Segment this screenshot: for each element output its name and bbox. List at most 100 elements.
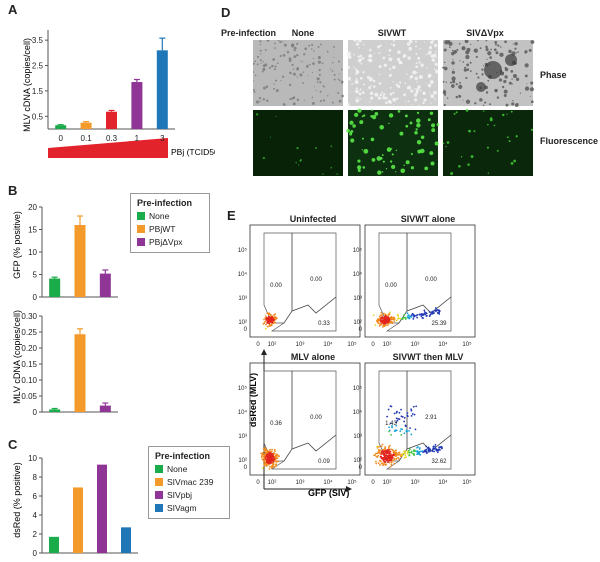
fluor-image-sivdvpx — [443, 110, 533, 176]
flow-y-tick-label: 10³ — [238, 434, 247, 440]
micrograph-speck — [315, 147, 317, 149]
micrograph-speck — [455, 111, 458, 114]
micrograph-speck — [389, 160, 393, 163]
micrograph-speck — [382, 96, 386, 100]
micrograph-speck — [391, 153, 394, 156]
micrograph-speck — [452, 80, 456, 84]
flow-event-dot — [413, 450, 415, 453]
micrograph-speck — [275, 116, 277, 118]
arrowhead-icon — [346, 486, 352, 492]
micrograph-speck — [413, 93, 418, 97]
micrograph-speck — [274, 65, 277, 68]
flow-event-dot — [429, 450, 432, 452]
flow-event-dot — [272, 462, 274, 465]
micrograph-speck — [274, 47, 276, 49]
micrograph-speck — [292, 102, 296, 106]
flow-event-dot — [437, 309, 439, 311]
micrograph-speck — [493, 124, 496, 127]
gate-upper-right — [291, 370, 337, 452]
micrograph-speck — [445, 81, 447, 83]
micrograph-speck — [512, 74, 517, 79]
flow-event-dot — [265, 315, 267, 318]
flow-y-tick-label: 10² — [238, 320, 247, 326]
gate-value-lower-right: 32.62 — [431, 459, 447, 465]
micrograph-speck — [433, 68, 436, 70]
flow-event-dot — [401, 453, 404, 455]
micrograph-speck — [350, 130, 354, 133]
micrograph-speck — [279, 54, 282, 58]
legend-item-sivmac: SIVmac 239 — [155, 477, 223, 487]
micrograph-speck — [392, 40, 395, 42]
gate-upper-right — [291, 232, 337, 314]
micrograph-speck — [470, 155, 474, 158]
micrograph-speck — [272, 58, 276, 61]
micrograph-speck — [404, 82, 407, 85]
panel-b-bottom-y-tick-label: 0.10 — [21, 376, 37, 385]
micrograph-speck — [412, 70, 417, 75]
micrograph-speck — [407, 56, 411, 60]
flow-event-dot — [386, 415, 389, 418]
micrograph-speck — [434, 98, 436, 100]
gate-upper-left — [263, 232, 293, 324]
flow-event-dot — [410, 433, 413, 436]
micrograph-speck — [381, 171, 384, 173]
micrograph-speck — [346, 128, 350, 133]
micrograph-speck — [479, 98, 483, 102]
micrograph-speck — [357, 165, 362, 170]
micrograph-speck — [355, 73, 357, 76]
micrograph-speck — [485, 91, 489, 94]
micrograph-speck — [350, 138, 355, 143]
flow-event-dot — [380, 462, 383, 465]
micrograph-speck — [262, 98, 266, 101]
flow-event-dot — [428, 447, 430, 450]
flow-event-dot — [438, 310, 441, 313]
flow-x-tick-label: 10² — [383, 342, 392, 348]
panel-b-bottom-y-tick-label: 0.20 — [21, 344, 37, 353]
gate-value-lower-right: 0.33 — [318, 321, 330, 327]
micrograph-speck — [354, 112, 359, 118]
flow-event-dot — [387, 450, 390, 453]
micrograph-speck — [291, 96, 295, 100]
micrograph-speck — [414, 76, 418, 81]
panel-b-top-bar — [74, 225, 86, 297]
flow-event-dot — [425, 445, 428, 448]
flow-event-dot — [379, 323, 381, 325]
micrograph-speck — [282, 75, 285, 78]
flow-event-dot — [413, 452, 415, 455]
micrograph-speck — [395, 149, 398, 152]
flow-event-dot — [395, 421, 398, 424]
flow-event-dot — [408, 451, 411, 454]
gate-upper-right — [406, 232, 452, 314]
legend-swatch-purple — [155, 491, 163, 499]
panel-c-y-tick-label: 6 — [33, 492, 38, 501]
micrograph-speck — [389, 86, 392, 89]
flow-event-dot — [383, 451, 385, 453]
flow-x-tick-label: 10⁴ — [323, 479, 333, 486]
micrograph-speck — [259, 100, 261, 102]
micrograph-speck — [286, 50, 290, 54]
micrograph-speck — [475, 55, 478, 59]
gate-value-upper-left: 1.43 — [385, 421, 397, 427]
micrograph-speck — [289, 97, 292, 101]
flow-event-dot — [275, 465, 278, 467]
micrograph-speck — [443, 48, 447, 52]
micrograph-speck — [393, 104, 395, 106]
micrograph-speck — [371, 158, 376, 162]
micrograph-speck — [427, 51, 432, 55]
micrograph-speck — [446, 97, 449, 99]
flow-event-dot — [382, 324, 385, 327]
flow-event-dot — [375, 462, 378, 465]
flow-event-dot — [389, 317, 392, 319]
micrograph-speck — [385, 168, 388, 170]
flow-event-dot — [401, 415, 404, 418]
flow-event-dot — [416, 316, 419, 319]
micrograph-speck — [484, 101, 487, 104]
flow-event-dot — [423, 312, 426, 315]
flow-event-dot — [389, 422, 392, 425]
legend-item-none: None — [137, 211, 203, 221]
micrograph-speck — [405, 124, 409, 128]
micrograph-speck — [490, 48, 492, 51]
micrograph-speck — [414, 40, 417, 43]
micrograph-speck — [415, 88, 419, 92]
micrograph-speck — [302, 71, 305, 73]
